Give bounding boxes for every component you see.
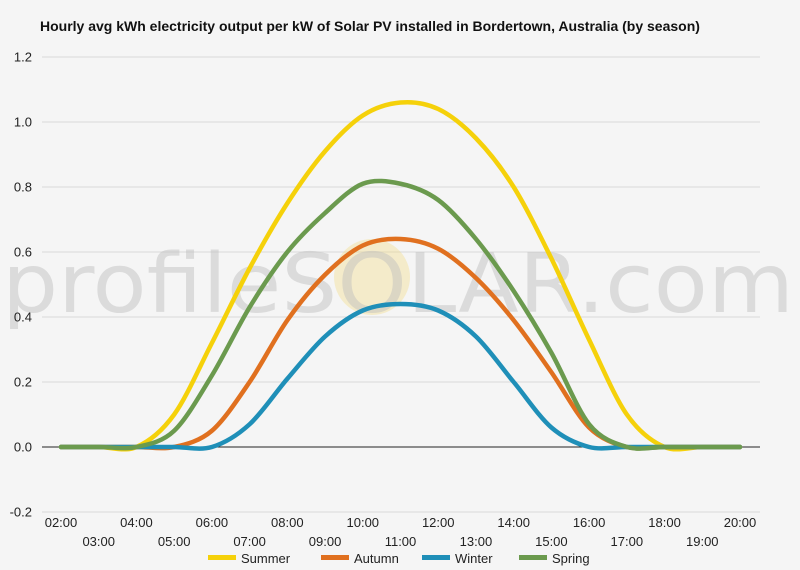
legend-item-winter: Winter bbox=[422, 551, 493, 566]
legend-swatch bbox=[422, 555, 450, 560]
x-tick-label: 02:00 bbox=[45, 515, 78, 530]
legend-swatch bbox=[321, 555, 349, 560]
x-tick-label: 17:00 bbox=[611, 534, 644, 549]
x-tick-label: 08:00 bbox=[271, 515, 304, 530]
watermark-sun-icon bbox=[334, 239, 410, 315]
legend-item-spring: Spring bbox=[519, 551, 590, 566]
x-tick-label: 09:00 bbox=[309, 534, 342, 549]
x-tick-label: 19:00 bbox=[686, 534, 719, 549]
x-tick-label: 07:00 bbox=[233, 534, 266, 549]
y-tick-label: 0.0 bbox=[14, 440, 32, 455]
series-line-summer bbox=[58, 99, 743, 452]
chart-title: Hourly avg kWh electricity output per kW… bbox=[40, 18, 700, 34]
y-tick-label: 0.6 bbox=[14, 245, 32, 260]
y-tick-label: 1.2 bbox=[14, 50, 32, 65]
legend-swatch bbox=[519, 555, 547, 560]
y-tick-label: 1.0 bbox=[14, 115, 32, 130]
x-tick-label: 05:00 bbox=[158, 534, 191, 549]
x-tick-label: 15:00 bbox=[535, 534, 568, 549]
x-tick-label: 06:00 bbox=[196, 515, 229, 530]
legend-label: Summer bbox=[241, 551, 291, 566]
y-axis-ticks: -0.2 0.0 0.2 0.4 0.6 0.8 1.0 1.2 bbox=[10, 50, 32, 520]
x-tick-label: 16:00 bbox=[573, 515, 606, 530]
x-tick-label: 10:00 bbox=[347, 515, 380, 530]
legend-item-summer: Summer bbox=[208, 551, 291, 566]
x-tick-label: 20:00 bbox=[724, 515, 757, 530]
x-tick-label: 13:00 bbox=[460, 534, 493, 549]
x-tick-label: 04:00 bbox=[120, 515, 153, 530]
series-layer bbox=[58, 99, 743, 452]
x-tick-label: 18:00 bbox=[648, 515, 681, 530]
legend-label: Spring bbox=[552, 551, 590, 566]
watermark: profileSOLAR.com bbox=[2, 237, 794, 332]
y-tick-label: 0.2 bbox=[14, 375, 32, 390]
grid-layer bbox=[42, 56, 760, 513]
x-axis-ticks: 02:00 03:00 04:00 05:00 06:00 07:00 08:00 09:00… bbox=[45, 515, 757, 549]
y-tick-label: 0.4 bbox=[14, 310, 32, 325]
y-tick-label: 0.8 bbox=[14, 180, 32, 195]
legend-label: Winter bbox=[455, 551, 493, 566]
series-line-spring bbox=[58, 178, 743, 451]
y-tick-label: -0.2 bbox=[10, 505, 32, 520]
x-tick-label: 11:00 bbox=[385, 534, 417, 549]
legend: Summer Autumn Winter Spring bbox=[208, 551, 590, 566]
x-tick-label: 14:00 bbox=[497, 515, 530, 530]
watermark-layer: profileSOLAR.com bbox=[2, 237, 794, 332]
legend-item-autumn: Autumn bbox=[321, 551, 399, 566]
legend-swatch bbox=[208, 555, 236, 560]
legend-label: Autumn bbox=[354, 551, 399, 566]
x-tick-label: 12:00 bbox=[422, 515, 455, 530]
x-tick-label: 03:00 bbox=[82, 534, 115, 549]
